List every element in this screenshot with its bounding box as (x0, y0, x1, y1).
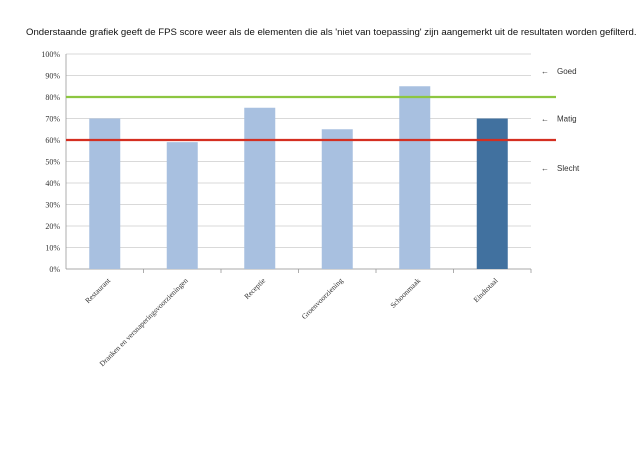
y-tick-label: 50% (45, 158, 60, 167)
annotation-arrow-icon: ← (541, 115, 549, 124)
y-tick-label: 20% (45, 222, 60, 231)
y-tick-label: 90% (45, 72, 60, 81)
y-tick-label: 40% (45, 179, 60, 188)
annotation-arrow-icon: ← (541, 67, 549, 76)
annotation-label: Matig (557, 115, 577, 124)
bar (244, 107, 276, 269)
x-category-label: Groenvoorziening (300, 276, 345, 321)
x-category-label: Schoonmaak (388, 276, 422, 310)
x-category-label: Dranken en versnaperingsvoorzieningen (98, 276, 190, 368)
bar (399, 86, 431, 269)
bar (321, 129, 353, 269)
x-category-label: Restaurant (83, 275, 113, 305)
bar (166, 142, 198, 269)
bar (89, 118, 121, 269)
y-tick-label: 100% (41, 50, 60, 59)
bar (476, 118, 508, 269)
annotation-label: Slecht (557, 164, 580, 173)
y-tick-label: 70% (45, 115, 60, 124)
annotation-arrow-icon: ← (541, 164, 549, 173)
annotation-label: Goed (557, 67, 577, 76)
x-category-label: Receptie (242, 276, 267, 301)
y-tick-label: 30% (45, 201, 60, 210)
x-category-label: Eindtotaal (472, 276, 500, 304)
intro-text: Onderstaande grafiek geeft de FPS score … (26, 27, 637, 38)
y-tick-label: 60% (45, 136, 60, 145)
y-tick-label: 0% (49, 265, 60, 274)
y-tick-label: 10% (45, 244, 60, 253)
y-tick-label: 80% (45, 93, 60, 102)
